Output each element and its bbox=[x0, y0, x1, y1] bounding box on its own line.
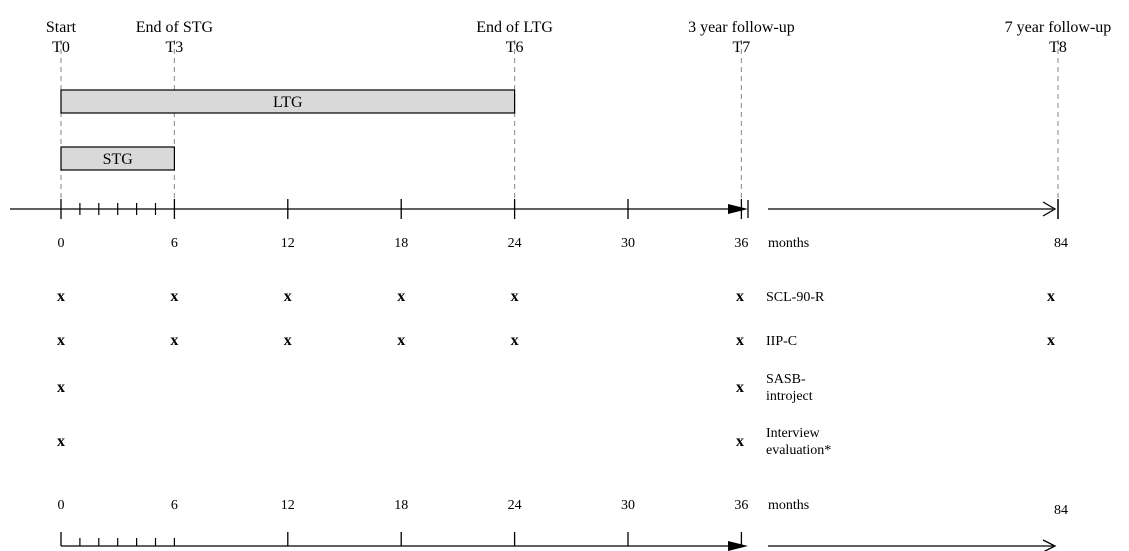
measure-mark: x bbox=[1047, 332, 1055, 349]
bar-ltg bbox=[60, 89, 516, 114]
measure-label-line: introject bbox=[766, 389, 813, 404]
bottom-axis-tick-label: 0 bbox=[58, 498, 65, 513]
timepoint-label-t8: T8 bbox=[1049, 39, 1067, 56]
measure-mark: x bbox=[397, 332, 405, 349]
top-axis-tick-label: 30 bbox=[621, 236, 635, 251]
timepoint-label-t0: T0 bbox=[52, 39, 70, 56]
bottom-axis-far-arrowhead bbox=[1042, 539, 1057, 551]
measure-mark: x bbox=[736, 433, 744, 450]
bottom-axis-tick-label: 6 bbox=[171, 498, 178, 513]
bottom-axis-far-tick-label: 84 bbox=[1054, 503, 1068, 518]
measure-mark: x bbox=[57, 433, 65, 450]
measure-mark: x bbox=[170, 332, 178, 349]
bar-stg bbox=[60, 146, 176, 171]
timepoint-label-t3: T3 bbox=[166, 39, 184, 56]
measure-mark: x bbox=[57, 379, 65, 396]
measure-mark: x bbox=[57, 332, 65, 349]
top-axis-tick-label: 12 bbox=[281, 236, 295, 251]
top-axis-tick-label: 24 bbox=[508, 236, 522, 251]
measure-label-line: IIP-C bbox=[766, 334, 797, 349]
top-axis-arrowhead bbox=[728, 204, 748, 214]
measure-mark: x bbox=[511, 288, 519, 305]
measure-label-line: evaluation* bbox=[766, 443, 831, 458]
top-axis-tick-label: 18 bbox=[394, 236, 408, 251]
timepoint-label-t7: T7 bbox=[733, 39, 751, 56]
milestone-label-t3: End of STG bbox=[136, 19, 214, 36]
top-axis-far-arrowhead bbox=[1042, 201, 1057, 217]
measure-mark: x bbox=[57, 288, 65, 305]
bottom-axis-tick-label: 36 bbox=[734, 498, 748, 513]
bottom-axis-tick-label: 12 bbox=[281, 498, 295, 513]
measure-mark: x bbox=[736, 332, 744, 349]
milestone-label-t0: Start bbox=[46, 19, 77, 36]
measure-label-line: Interview bbox=[766, 426, 821, 441]
measure-mark: x bbox=[736, 379, 744, 396]
measure-mark: x bbox=[397, 288, 405, 305]
timepoint-label-t6: T6 bbox=[506, 39, 524, 56]
bottom-axis-tick-label: 24 bbox=[508, 498, 522, 513]
bar-label-ltg: LTG bbox=[273, 94, 303, 111]
bottom-axis-arrowhead bbox=[728, 541, 748, 551]
top-axis-tick-label: 36 bbox=[734, 236, 748, 251]
measure-mark: x bbox=[1047, 288, 1055, 305]
milestone-label-t7: 3 year follow-up bbox=[688, 19, 795, 36]
bottom-axis-tick-label: 18 bbox=[394, 498, 408, 513]
top-axis-unit-label: months bbox=[768, 236, 809, 251]
measure-mark: x bbox=[511, 332, 519, 349]
top-axis-tick-label: 0 bbox=[58, 236, 65, 251]
measure-label-line: SCL-90-R bbox=[766, 290, 825, 305]
measure-label-line: SASB- bbox=[766, 372, 806, 387]
measure-mark: x bbox=[284, 332, 292, 349]
measure-label-3: Interview evaluation* bbox=[766, 426, 831, 458]
measure-mark: x bbox=[170, 288, 178, 305]
milestone-label-t8: 7 year follow-up bbox=[1005, 19, 1112, 36]
top-axis-far-tick-label: 84 bbox=[1054, 236, 1068, 251]
measure-mark: x bbox=[736, 288, 744, 305]
measure-label-1: IIP-C bbox=[766, 334, 797, 349]
top-axis-tick-label: 6 bbox=[171, 236, 178, 251]
measure-label-2: SASB-introject bbox=[766, 372, 813, 404]
bottom-axis-unit-label: months bbox=[768, 498, 809, 513]
measure-mark: x bbox=[284, 288, 292, 305]
bar-label-stg: STG bbox=[103, 151, 134, 168]
bottom-axis-tick-label: 30 bbox=[621, 498, 635, 513]
measure-label-0: SCL-90-R bbox=[766, 290, 825, 305]
milestone-label-t6: End of LTG bbox=[476, 19, 553, 36]
